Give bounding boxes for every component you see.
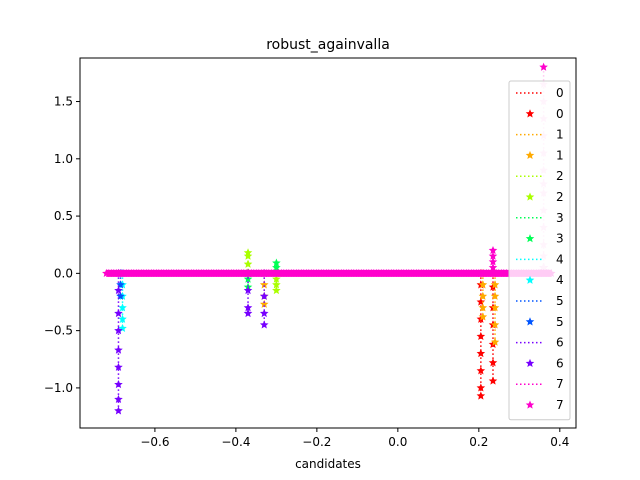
legend-marker-swatch [525,234,535,243]
legend-label: 4 [556,273,564,287]
legend-marker-swatch [525,317,535,326]
chart-title: robust_againvalla [266,37,390,53]
series-0-point [476,331,486,340]
x-tick-label: −0.2 [302,435,331,449]
series-6-point [114,362,123,371]
series-4-point [118,303,127,312]
series-7-point [488,245,498,255]
series-2-point [243,259,253,268]
series-2-point [243,248,253,257]
series-2-point [272,280,281,289]
y-tick-label: −1.0 [44,381,73,395]
legend-label: 3 [556,211,564,225]
series-6-point [259,308,269,318]
legend-box [508,80,571,421]
legend-label: 7 [556,398,564,412]
series-1-point [478,312,488,321]
x-tick-label: −0.4 [221,435,250,449]
series-0-point [476,391,486,400]
series-0-point [488,358,498,367]
legend-label: 6 [556,356,564,370]
y-tick-label: 1.0 [54,152,73,166]
plot-area [102,62,556,415]
series-6-point [114,326,123,335]
legend-label: 5 [556,294,564,308]
series-1-point [490,320,500,329]
series-1-point [259,299,269,308]
x-tick-label: −0.6 [140,435,169,449]
series-6-point [243,303,253,312]
legend: 0 0 1 1 2 2 3 3 4 4 5 5 6 6 7 7 [508,80,571,421]
x-tick-label: 0.2 [469,435,488,449]
y-tick-label: 0.0 [54,266,73,280]
legend-label: 2 [556,190,564,204]
series-2-point [272,274,281,283]
x-axis-label: candidates [295,457,361,471]
series-2-point [243,251,253,260]
axes-frame [79,57,577,429]
series-6-point [243,286,253,295]
legend-label: 3 [556,232,564,246]
series-0-point [476,349,486,358]
series-1-point [490,303,500,312]
series-7-point [488,251,498,260]
series-7-point [488,263,498,272]
series-7-point [488,257,498,266]
series-1-point [490,280,500,289]
series-1-point [478,291,488,300]
series-3-point [272,263,281,272]
x-tick-label: 0.0 [388,435,407,449]
series-6-point [114,406,123,415]
legend-label: 1 [556,148,564,162]
series-6-point [259,320,269,329]
legend-marker-swatch [525,400,535,409]
series-1-point [478,303,488,312]
y-tick-label: 0.5 [54,209,73,223]
legend-marker-swatch [525,358,535,368]
series-1-point [490,291,500,300]
series-1-point [490,337,500,346]
legend-label: 2 [556,169,564,183]
x-axis: −0.6 −0.4 −0.2 0.0 0.2 0.4 [140,428,569,449]
legend-label: 7 [556,377,564,391]
legend-label: 5 [556,315,564,329]
series-1-point [478,280,488,289]
legend-marker-swatch [525,275,535,284]
legend-label: 6 [556,336,564,350]
legend-marker-swatch [525,192,535,201]
series-6-point [114,286,123,295]
x-tick-label: 0.4 [550,435,569,449]
series-2-point [272,286,281,295]
series-6-point [114,308,123,318]
y-tick-label: −0.5 [44,324,73,338]
legend-label: 4 [556,252,564,266]
series-0-point [488,376,498,385]
series-1-point [259,280,269,289]
legend-label: 0 [556,107,564,121]
series-6-point [114,379,123,389]
series-4-point [118,314,127,323]
series-0-point [476,366,486,375]
series-6-point [243,308,253,318]
legend-label: 1 [556,128,564,142]
series-3-point [272,258,281,267]
series-6-point [259,291,269,300]
legend-label: 0 [556,86,564,100]
legend-marker-swatch [525,150,535,160]
series-6-point [114,345,123,354]
y-axis: −1.0 −0.5 0.0 0.5 1.0 1.5 [44,95,80,395]
series-6-point [114,394,123,403]
spike-point [539,62,548,71]
legend-marker-swatch [525,109,535,118]
series-0-point [476,383,486,392]
y-tick-label: 1.5 [54,95,73,109]
